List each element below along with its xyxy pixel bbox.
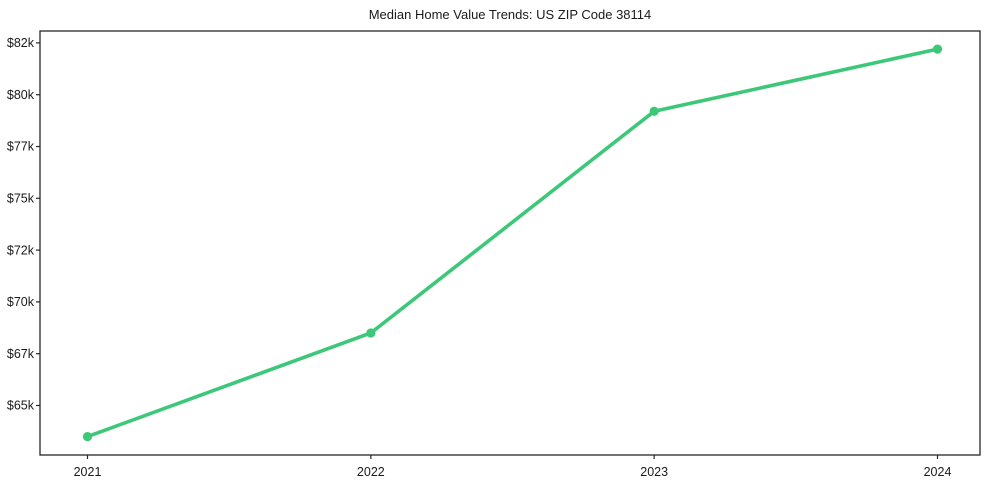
x-tick-label: 2022 bbox=[357, 465, 385, 479]
y-tick-label: $65k bbox=[7, 399, 35, 413]
chart-title: Median Home Value Trends: US ZIP Code 38… bbox=[368, 7, 652, 22]
y-tick-label: $82k bbox=[7, 36, 35, 50]
plot-border bbox=[39, 30, 981, 456]
x-tick-label: 2024 bbox=[924, 465, 952, 479]
y-tick-label: $72k bbox=[7, 243, 35, 257]
data-point-2023 bbox=[649, 106, 659, 116]
data-point-2022 bbox=[366, 328, 376, 338]
y-tick-label: $67k bbox=[7, 347, 35, 361]
data-point-2021 bbox=[82, 431, 93, 442]
y-tick-label: $75k bbox=[7, 192, 35, 206]
y-tick-label: $77k bbox=[7, 140, 35, 154]
data-point-2024 bbox=[932, 44, 943, 54]
x-tick-label: 2023 bbox=[640, 465, 668, 479]
x-tick-label: 2021 bbox=[74, 465, 102, 479]
trend-line bbox=[85, 47, 940, 439]
y-tick-label: $70k bbox=[7, 295, 35, 309]
y-tick-label: $80k bbox=[7, 88, 35, 102]
